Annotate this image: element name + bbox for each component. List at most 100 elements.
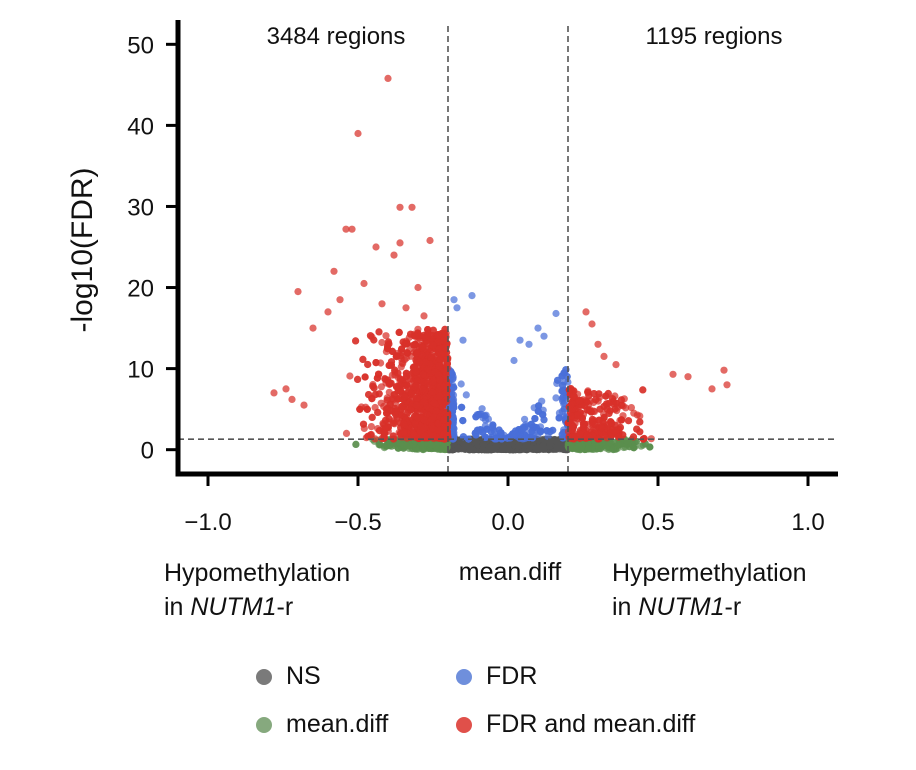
data-point-FDR	[510, 356, 518, 365]
data-point-NS	[454, 444, 462, 452]
data-point-both	[424, 365, 432, 374]
data-point-both	[436, 392, 444, 400]
data-point-FDR	[458, 403, 466, 411]
data-point-both	[429, 424, 437, 432]
data-point-mean-diff	[584, 445, 593, 453]
data-point-both	[397, 387, 405, 395]
data-point-both	[352, 337, 360, 345]
data-point-both	[432, 407, 440, 415]
data-point-both	[392, 383, 401, 391]
data-point-both	[443, 360, 451, 368]
data-point-both	[364, 360, 372, 369]
data-point-both	[576, 430, 584, 438]
data-point-both	[378, 338, 386, 347]
data-point-both	[381, 429, 389, 437]
data-point-both	[636, 418, 644, 426]
data-point-FDR	[535, 402, 543, 410]
data-point-both	[364, 432, 372, 440]
data-point-both	[575, 397, 583, 405]
data-point-both	[416, 358, 424, 366]
data-point-both	[427, 353, 435, 361]
data-point-mean-diff	[352, 440, 360, 448]
data-point-FDR	[450, 296, 458, 304]
data-point-both	[592, 396, 600, 404]
data-point-both	[403, 381, 411, 389]
data-point-both	[570, 393, 578, 401]
data-point-mean-diff	[602, 444, 611, 452]
data-point-both	[401, 392, 409, 401]
data-point-both	[400, 420, 408, 428]
data-point-FDR	[481, 412, 489, 420]
data-point-both	[359, 355, 367, 363]
data-point-both	[636, 412, 644, 420]
data-point-FDR	[558, 372, 566, 380]
data-point-FDR	[525, 340, 533, 348]
data-point-FDR	[521, 415, 529, 423]
data-point-NS	[504, 445, 512, 453]
data-point-both	[627, 404, 636, 412]
data-point-both	[375, 328, 383, 336]
data-point-both	[387, 407, 395, 415]
data-point-mean-diff	[388, 442, 396, 450]
data-point-FDR	[495, 426, 503, 434]
data-point-both	[412, 382, 420, 390]
data-point-both	[370, 384, 378, 392]
data-point-both	[440, 416, 448, 424]
data-point-both	[605, 409, 613, 417]
data-point-both	[398, 402, 406, 411]
data-point-both	[567, 401, 575, 409]
data-point-FDR	[459, 417, 467, 425]
data-point-both	[587, 408, 595, 416]
data-point-FDR	[459, 336, 467, 344]
data-point-both	[342, 429, 351, 437]
data-point-both	[565, 386, 573, 394]
data-point-FDR	[537, 427, 545, 435]
data-point-both	[372, 359, 380, 367]
data-point-both	[383, 345, 392, 353]
data-point-both	[403, 349, 412, 357]
data-point-FDR	[552, 394, 560, 402]
data-point-both	[583, 398, 591, 406]
data-point-mean-diff	[380, 444, 388, 452]
data-point-both	[639, 386, 647, 394]
data-point-both	[429, 378, 437, 386]
data-point-both	[398, 359, 406, 367]
data-point-both	[411, 420, 419, 428]
data-point-both	[584, 388, 592, 396]
data-point-both	[429, 326, 437, 334]
data-point-both	[392, 352, 401, 360]
data-point-both	[612, 399, 621, 407]
data-point-both	[368, 413, 376, 421]
data-point-both	[370, 336, 378, 344]
data-point-both	[589, 417, 597, 425]
data-point-FDR	[560, 386, 568, 394]
data-point-mean-diff	[616, 441, 624, 449]
data-point-both	[368, 395, 376, 403]
data-point-NS	[515, 442, 523, 450]
data-point-FDR	[552, 309, 560, 318]
data-point-NS	[533, 444, 541, 452]
data-point-both	[396, 375, 405, 383]
data-point-both	[617, 416, 626, 424]
data-point-both	[367, 423, 375, 431]
data-point-NS	[558, 443, 566, 451]
data-point-both	[403, 339, 411, 347]
data-point-both	[602, 392, 610, 400]
data-point-FDR	[511, 430, 519, 438]
data-point-both	[382, 332, 390, 340]
data-point-both	[400, 428, 408, 436]
data-point-both	[346, 372, 354, 380]
data-point-both	[384, 338, 392, 346]
data-point-NS	[460, 440, 468, 448]
data-point-both	[395, 328, 403, 336]
data-point-both	[411, 332, 419, 340]
data-point-NS	[492, 442, 500, 450]
data-point-FDR	[491, 435, 499, 443]
data-point-both	[410, 431, 418, 439]
data-point-both	[435, 362, 443, 370]
data-point-NS	[479, 440, 488, 448]
data-point-both	[407, 389, 415, 397]
data-point-both	[630, 409, 638, 417]
data-point-NS	[466, 444, 474, 452]
